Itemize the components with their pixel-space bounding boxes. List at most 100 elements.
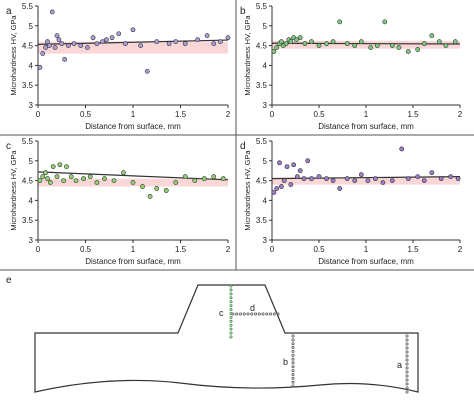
data-point bbox=[173, 180, 179, 185]
indent-dot bbox=[405, 354, 409, 358]
data-point bbox=[211, 41, 217, 47]
y-tick-label: 4.5 bbox=[22, 42, 34, 51]
indent-dot bbox=[291, 357, 295, 361]
indent-dot bbox=[291, 369, 295, 373]
indent-dot bbox=[229, 335, 233, 339]
indent-dot bbox=[405, 338, 409, 342]
diagram-label-b: b bbox=[283, 357, 288, 367]
data-point bbox=[100, 39, 105, 45]
data-point bbox=[337, 19, 343, 25]
y-tick-label: 5 bbox=[29, 157, 34, 166]
data-point bbox=[211, 174, 217, 180]
indent-dot bbox=[229, 288, 233, 292]
indent-line-b bbox=[291, 334, 295, 388]
x-tick-label: 2 bbox=[458, 110, 463, 119]
data-point bbox=[380, 180, 386, 185]
data-point bbox=[297, 35, 303, 41]
x-axis-title: Distance from surface, mm bbox=[318, 122, 414, 131]
x-tick-label: 0 bbox=[270, 110, 275, 119]
data-point bbox=[43, 170, 48, 176]
data-point bbox=[182, 41, 188, 47]
data-point bbox=[140, 184, 145, 189]
data-point bbox=[37, 64, 43, 70]
data-point bbox=[429, 33, 435, 39]
y-tick-label: 4.5 bbox=[256, 177, 268, 186]
panel-label-e: e bbox=[6, 275, 12, 286]
indent-dot bbox=[291, 349, 295, 353]
indent-dot bbox=[291, 384, 295, 388]
data-point bbox=[123, 41, 128, 47]
data-point bbox=[57, 162, 63, 168]
data-point bbox=[358, 39, 364, 45]
data-point bbox=[330, 178, 336, 183]
data-point bbox=[344, 176, 350, 182]
x-axis-title: Distance from surface, mm bbox=[85, 257, 181, 266]
data-point bbox=[382, 19, 388, 25]
data-point bbox=[368, 45, 374, 50]
data-point bbox=[294, 37, 299, 43]
data-point bbox=[274, 186, 280, 191]
data-point bbox=[37, 178, 43, 183]
data-point bbox=[217, 39, 223, 45]
data-point bbox=[154, 39, 160, 45]
data-point bbox=[324, 176, 329, 182]
data-point bbox=[64, 164, 69, 170]
data-point bbox=[201, 176, 207, 182]
indent-dot bbox=[229, 296, 233, 300]
data-point bbox=[173, 39, 179, 45]
indent-dot bbox=[242, 312, 246, 316]
data-point bbox=[90, 35, 96, 41]
data-point bbox=[421, 41, 427, 47]
indent-dot bbox=[405, 370, 409, 374]
data-point bbox=[399, 146, 405, 152]
data-point bbox=[225, 35, 231, 41]
y-axis-title: Microhardness HV, GPa bbox=[243, 15, 252, 96]
y-tick-label: 3 bbox=[263, 101, 268, 110]
indent-dot bbox=[265, 312, 269, 316]
indent-dot bbox=[229, 315, 233, 319]
y-tick-label: 5 bbox=[263, 22, 268, 31]
data-point bbox=[121, 170, 126, 176]
indent-dot bbox=[229, 319, 233, 323]
indent-dot bbox=[276, 312, 280, 316]
indent-dot bbox=[405, 386, 409, 390]
data-point bbox=[182, 174, 188, 180]
indent-dot bbox=[291, 346, 295, 350]
y-tick-label: 3.5 bbox=[22, 81, 34, 90]
y-tick-label: 3.5 bbox=[22, 216, 34, 225]
trend-line bbox=[271, 42, 461, 45]
data-point bbox=[94, 41, 100, 47]
x-tick-label: 1 bbox=[131, 110, 136, 119]
y-tick-label: 4 bbox=[263, 61, 268, 70]
x-tick-label: 2 bbox=[226, 110, 231, 119]
x-tick-label: 1 bbox=[364, 245, 369, 254]
data-point bbox=[291, 162, 297, 168]
chart-b: 3 3.5 4 4.5 5 5.5 0 0.5 1 1.5 2 Distance from surfa… bbox=[243, 2, 463, 131]
data-point bbox=[50, 164, 56, 170]
data-point bbox=[195, 37, 200, 43]
indent-dot bbox=[291, 361, 295, 365]
y-tick-label: 5.5 bbox=[256, 137, 268, 146]
data-point bbox=[81, 176, 86, 182]
diagram-label-d: d bbox=[250, 303, 255, 313]
indent-dot bbox=[291, 353, 295, 357]
data-point bbox=[374, 43, 380, 48]
indent-line-d bbox=[231, 312, 280, 316]
data-point bbox=[130, 27, 136, 33]
indent-dot bbox=[272, 312, 276, 316]
indent-dot bbox=[229, 308, 233, 312]
indent-dot bbox=[253, 312, 257, 316]
y-tick-label: 3 bbox=[29, 101, 34, 110]
data-point bbox=[352, 43, 358, 48]
chart-d: 3 3.5 4 4.5 5 5.5 0 0.5 1 1.5 2 Distance from surfa… bbox=[243, 137, 463, 266]
scatter-band bbox=[38, 41, 228, 54]
y-axis-title: Microhardness HV, GPa bbox=[9, 150, 18, 231]
data-point bbox=[87, 174, 93, 180]
y-tick-label: 4.5 bbox=[256, 42, 268, 51]
data-point bbox=[415, 174, 421, 180]
data-point bbox=[54, 33, 60, 39]
indent-dot bbox=[405, 390, 409, 394]
data-point bbox=[389, 178, 395, 183]
indent-dot bbox=[405, 346, 409, 350]
